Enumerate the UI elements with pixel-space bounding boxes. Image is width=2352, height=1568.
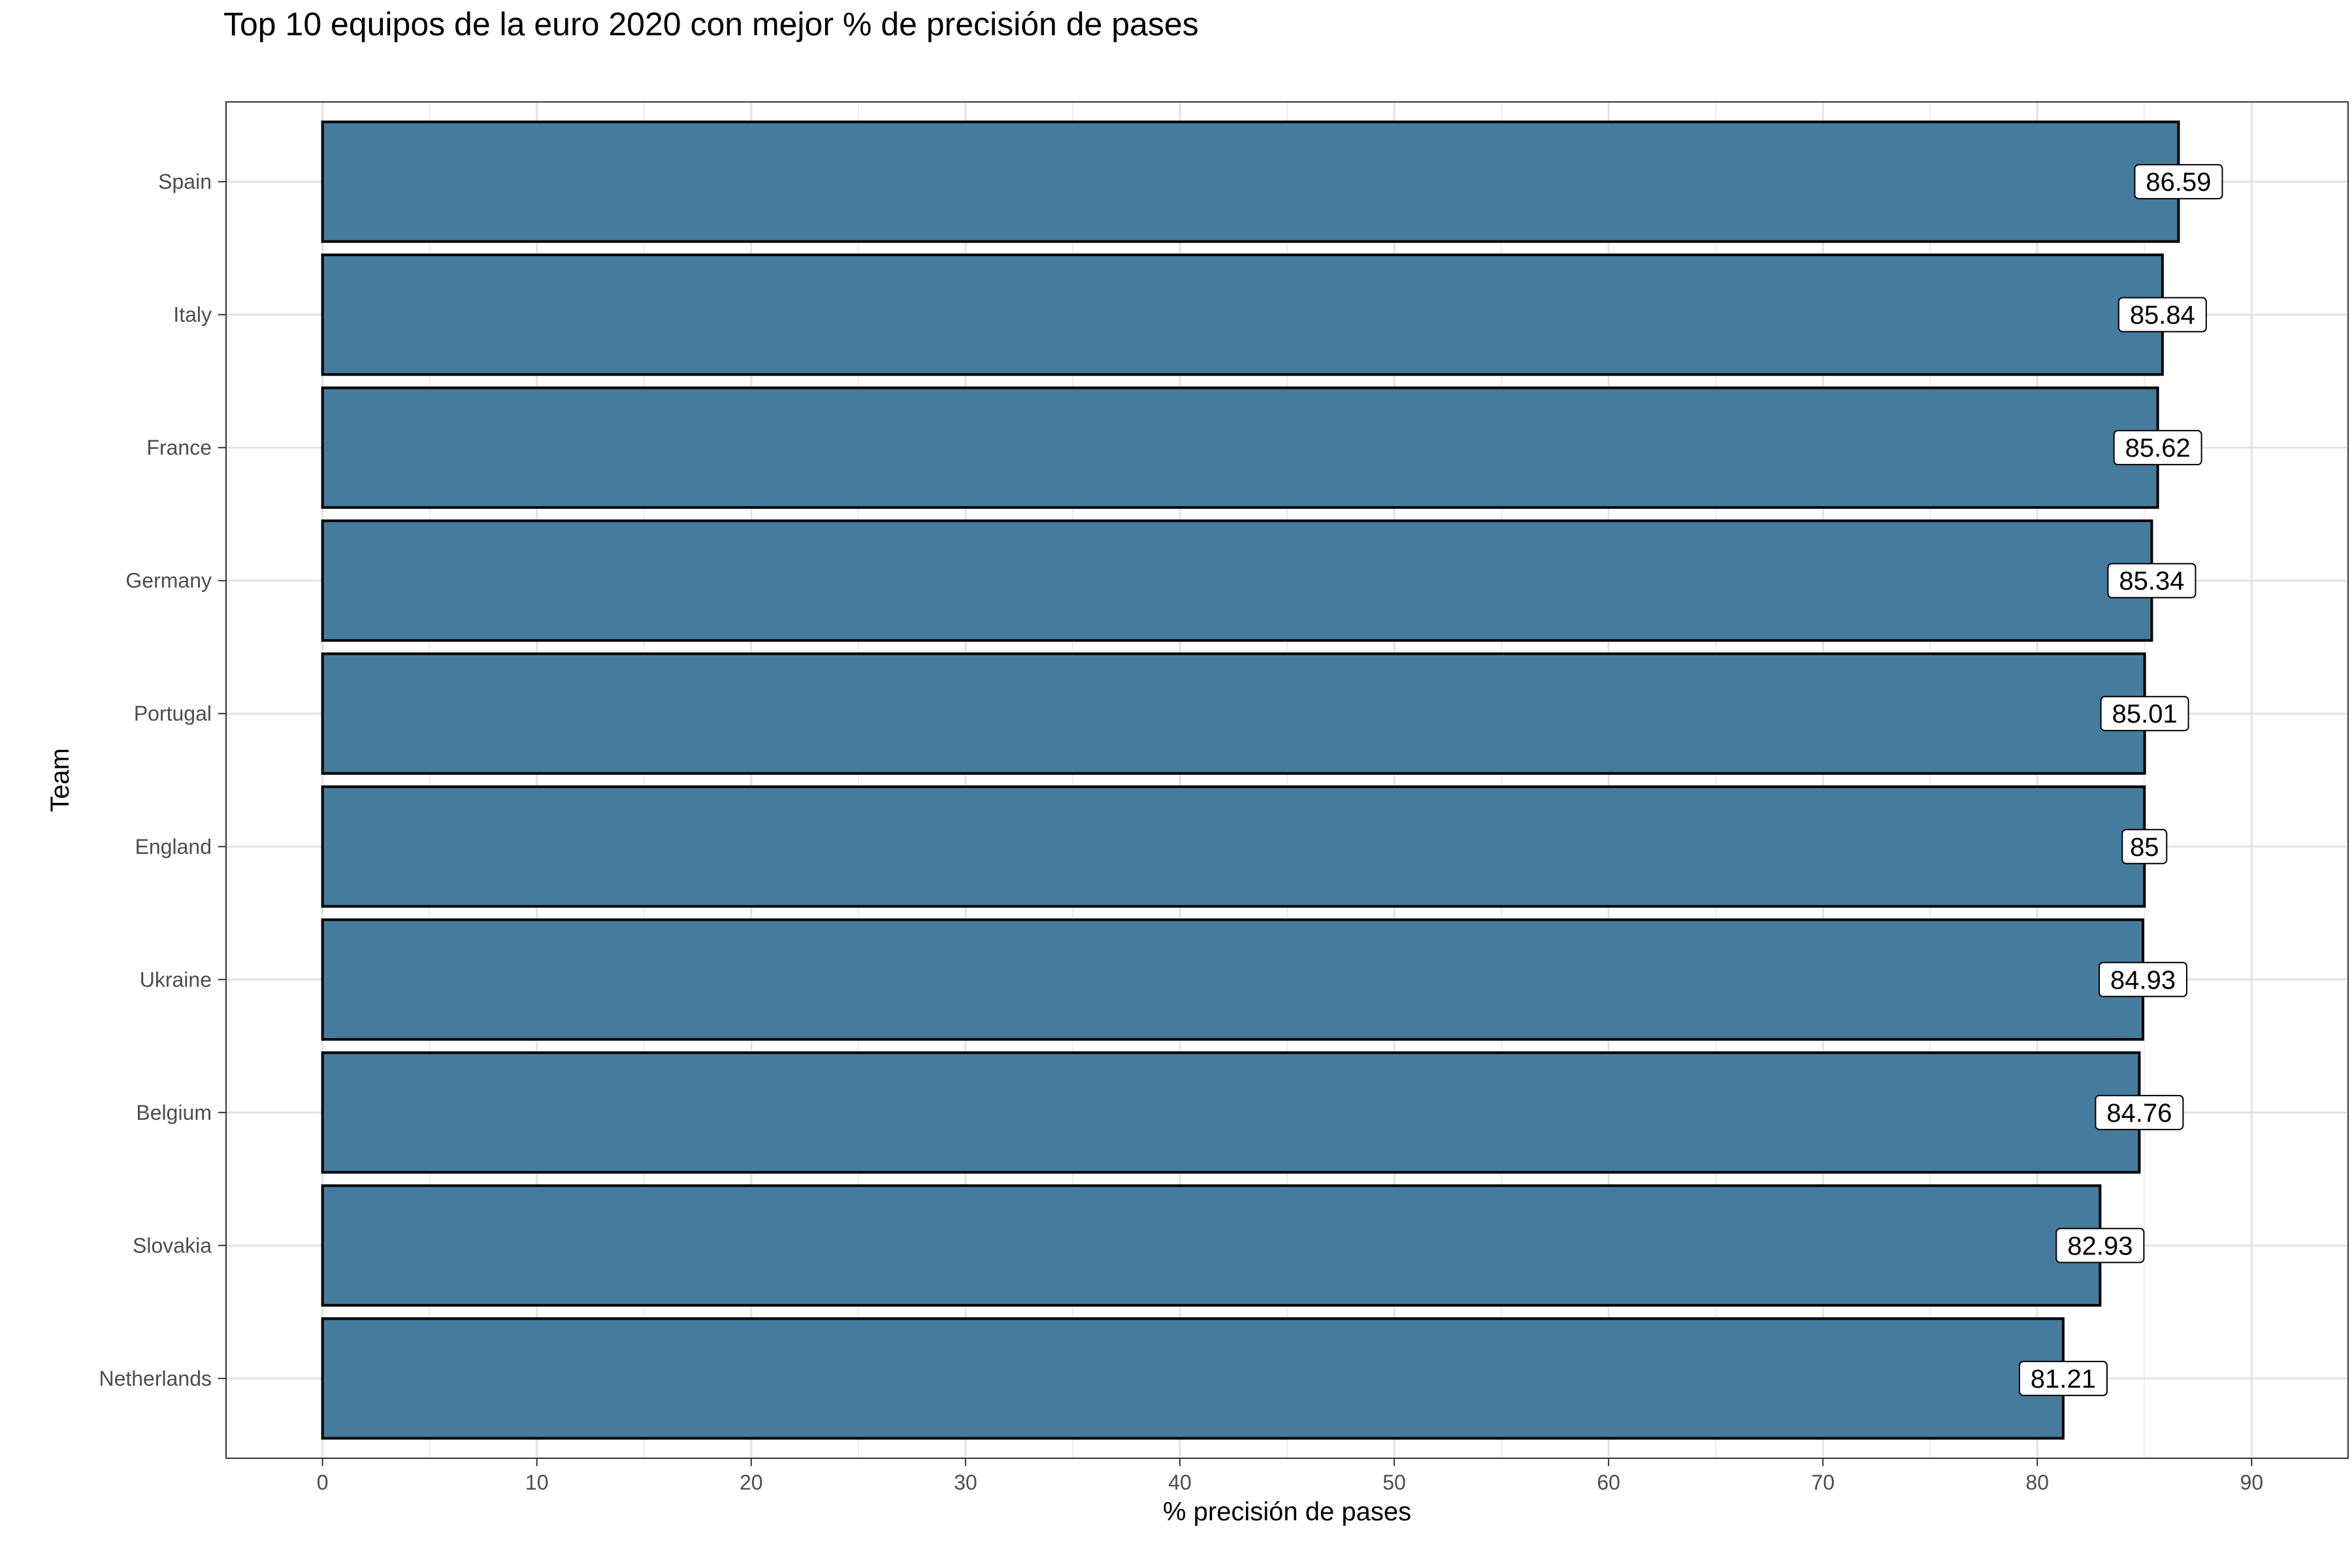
x-tick-label: 60: [1597, 1471, 1620, 1494]
value-label: 85.34: [2119, 567, 2184, 596]
x-tick-label: 90: [2240, 1471, 2264, 1494]
y-tick-label: Italy: [173, 303, 212, 327]
bar-germany: [321, 519, 2153, 642]
y-tick-label: Portugal: [134, 702, 212, 725]
y-tick-label: Spain: [158, 170, 212, 193]
value-label: 81.21: [2031, 1365, 2096, 1394]
y-tick-label: Germany: [125, 569, 212, 593]
chart-title: Top 10 equipos de la euro 2020 con mejor…: [223, 6, 1199, 42]
value-label: 82.93: [2067, 1232, 2132, 1260]
bar-ukraine: [321, 918, 2145, 1041]
x-axis-title: % precisión de pases: [1163, 1497, 1411, 1526]
value-label-box: [2121, 828, 2168, 864]
y-tick-label: Ukraine: [140, 968, 212, 991]
value-label-box: [2134, 164, 2223, 200]
value-label: 84.76: [2106, 1099, 2172, 1128]
plot-panel-border: [225, 101, 2349, 1459]
bar-slovakia: [321, 1184, 2102, 1307]
value-label-box: [2107, 563, 2197, 598]
bar-spain: [321, 120, 2180, 243]
y-tick-label: France: [146, 436, 212, 459]
bar-italy: [321, 253, 2164, 376]
y-tick-label: Netherlands: [99, 1367, 212, 1390]
bar-france: [321, 386, 2159, 509]
x-tick-label: 10: [525, 1471, 549, 1494]
bar-portugal: [321, 652, 2146, 775]
value-label-box: [2099, 962, 2188, 998]
x-tick-label: 70: [1811, 1471, 1835, 1494]
value-label: 84.93: [2110, 966, 2176, 994]
x-tick-label: 40: [1168, 1471, 1192, 1494]
value-label: 85: [2130, 833, 2159, 862]
value-label: 85.62: [2125, 434, 2191, 463]
value-label-box: [2100, 696, 2189, 732]
bar-belgium: [321, 1051, 2141, 1174]
x-tick-label: 20: [740, 1471, 763, 1494]
value-label: 86.59: [2146, 168, 2211, 197]
value-label-box: [2095, 1094, 2184, 1130]
bar-england: [321, 785, 2146, 908]
y-axis-title: Team: [46, 748, 74, 812]
x-tick-label: 50: [1382, 1471, 1406, 1494]
value-label: 85.01: [2112, 700, 2178, 728]
value-label: 85.84: [2130, 301, 2195, 330]
value-label-box: [2113, 430, 2202, 466]
value-label-box: [2117, 297, 2207, 333]
bar-netherlands: [321, 1317, 2065, 1440]
x-tick-label: 80: [2025, 1471, 2049, 1494]
y-tick-label: England: [135, 835, 212, 858]
y-tick-label: Slovakia: [133, 1233, 212, 1257]
value-label-box: [2018, 1360, 2108, 1396]
y-tick-label: Belgium: [136, 1101, 212, 1124]
x-tick-label: 30: [954, 1471, 977, 1494]
x-tick-label: 0: [317, 1471, 329, 1494]
value-label-box: [2055, 1228, 2145, 1264]
